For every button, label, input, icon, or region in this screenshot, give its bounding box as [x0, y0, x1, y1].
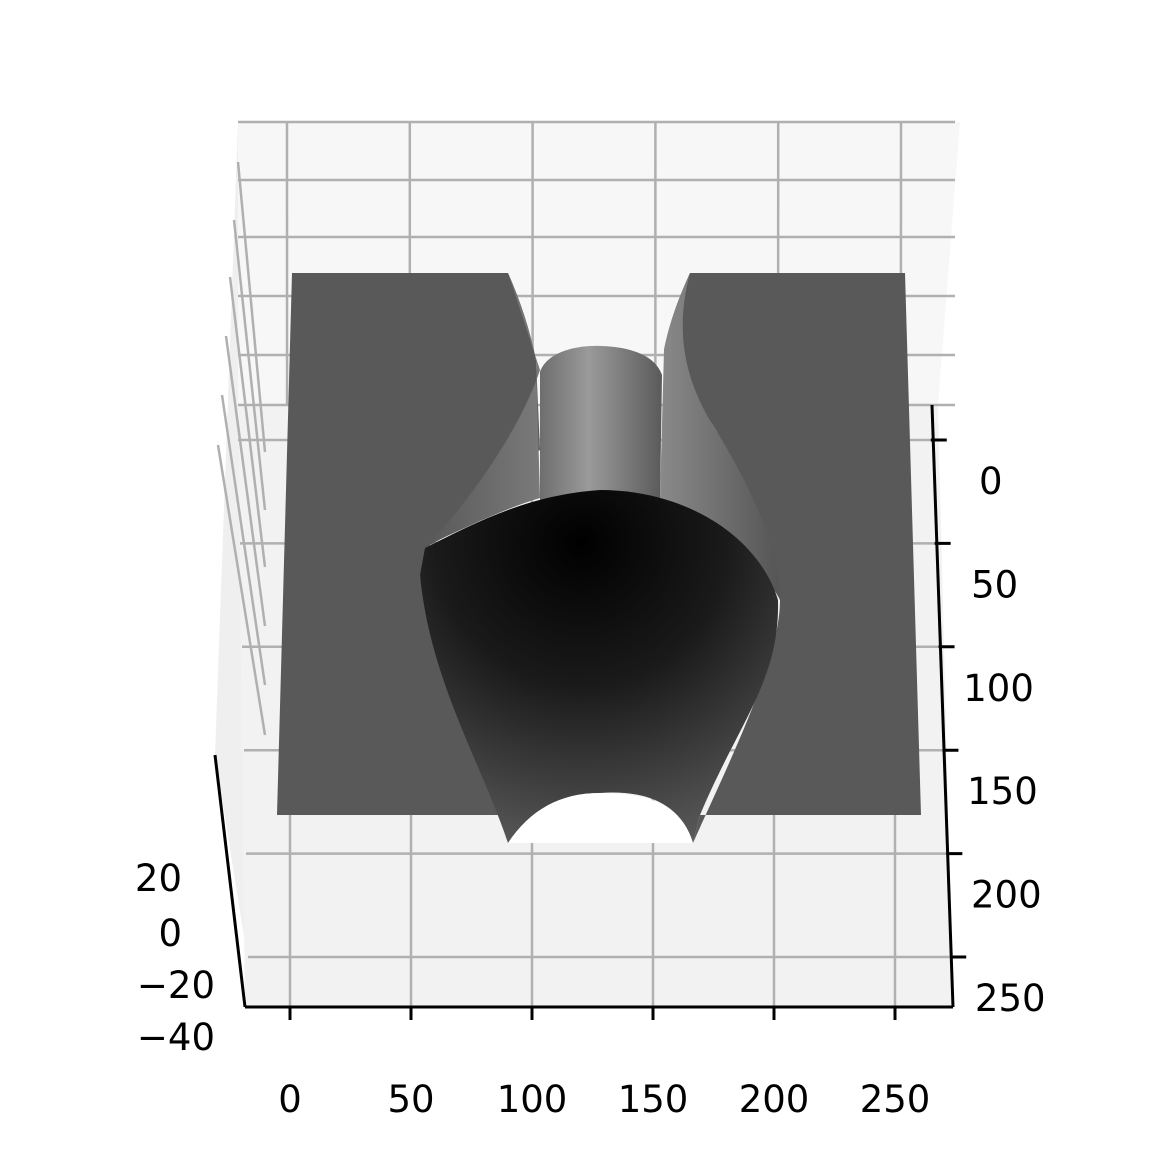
grid-line-z-side [224, 335, 267, 627]
z-axis-ticks: 20 0 −20 −40 [135, 857, 215, 1059]
z-tick-label: 0 [158, 912, 182, 955]
z-tick-label: −20 [137, 964, 215, 1007]
grid-line-z-side [228, 276, 267, 568]
x-tick-label: 250 [860, 1078, 931, 1121]
z-axis-line [213, 754, 247, 1008]
y-tick-label: 0 [979, 460, 1003, 503]
surface-notch [508, 793, 693, 843]
surface-plane-left [277, 273, 540, 843]
surface-plane-right [664, 273, 921, 843]
grid-line-z-side [232, 219, 267, 511]
x-tick-label: 50 [387, 1078, 434, 1121]
surface-ridge [540, 345, 662, 500]
surface [277, 273, 921, 843]
y-tick-label: 150 [967, 770, 1038, 813]
x-axis-ticks: 0 50 100 150 200 250 [278, 1007, 930, 1121]
grid-line-z-side [220, 394, 267, 686]
x-tick-label: 200 [739, 1078, 810, 1121]
grid-line-z-side [216, 444, 267, 736]
surface-channel-wall-left [428, 273, 540, 545]
y-axis-line [930, 404, 955, 1008]
y-axis-ticks: 0 50 100 150 200 250 [930, 438, 1046, 1020]
grid-line-z-side [236, 161, 267, 453]
y-tick-label: 100 [963, 667, 1034, 710]
y-tick-label: 50 [971, 563, 1018, 606]
axes [213, 404, 955, 1009]
surface-channel-wall-right [660, 273, 780, 600]
y-tick-label: 250 [975, 977, 1046, 1020]
x-tick-label: 150 [618, 1078, 689, 1121]
x-tick-label: 0 [278, 1078, 302, 1121]
y-tick-label: 200 [971, 874, 1042, 917]
z-tick-label: 20 [135, 857, 182, 900]
z-tick-label: −40 [137, 1016, 215, 1059]
surface-dome [420, 490, 779, 843]
x-tick-label: 100 [497, 1078, 568, 1121]
